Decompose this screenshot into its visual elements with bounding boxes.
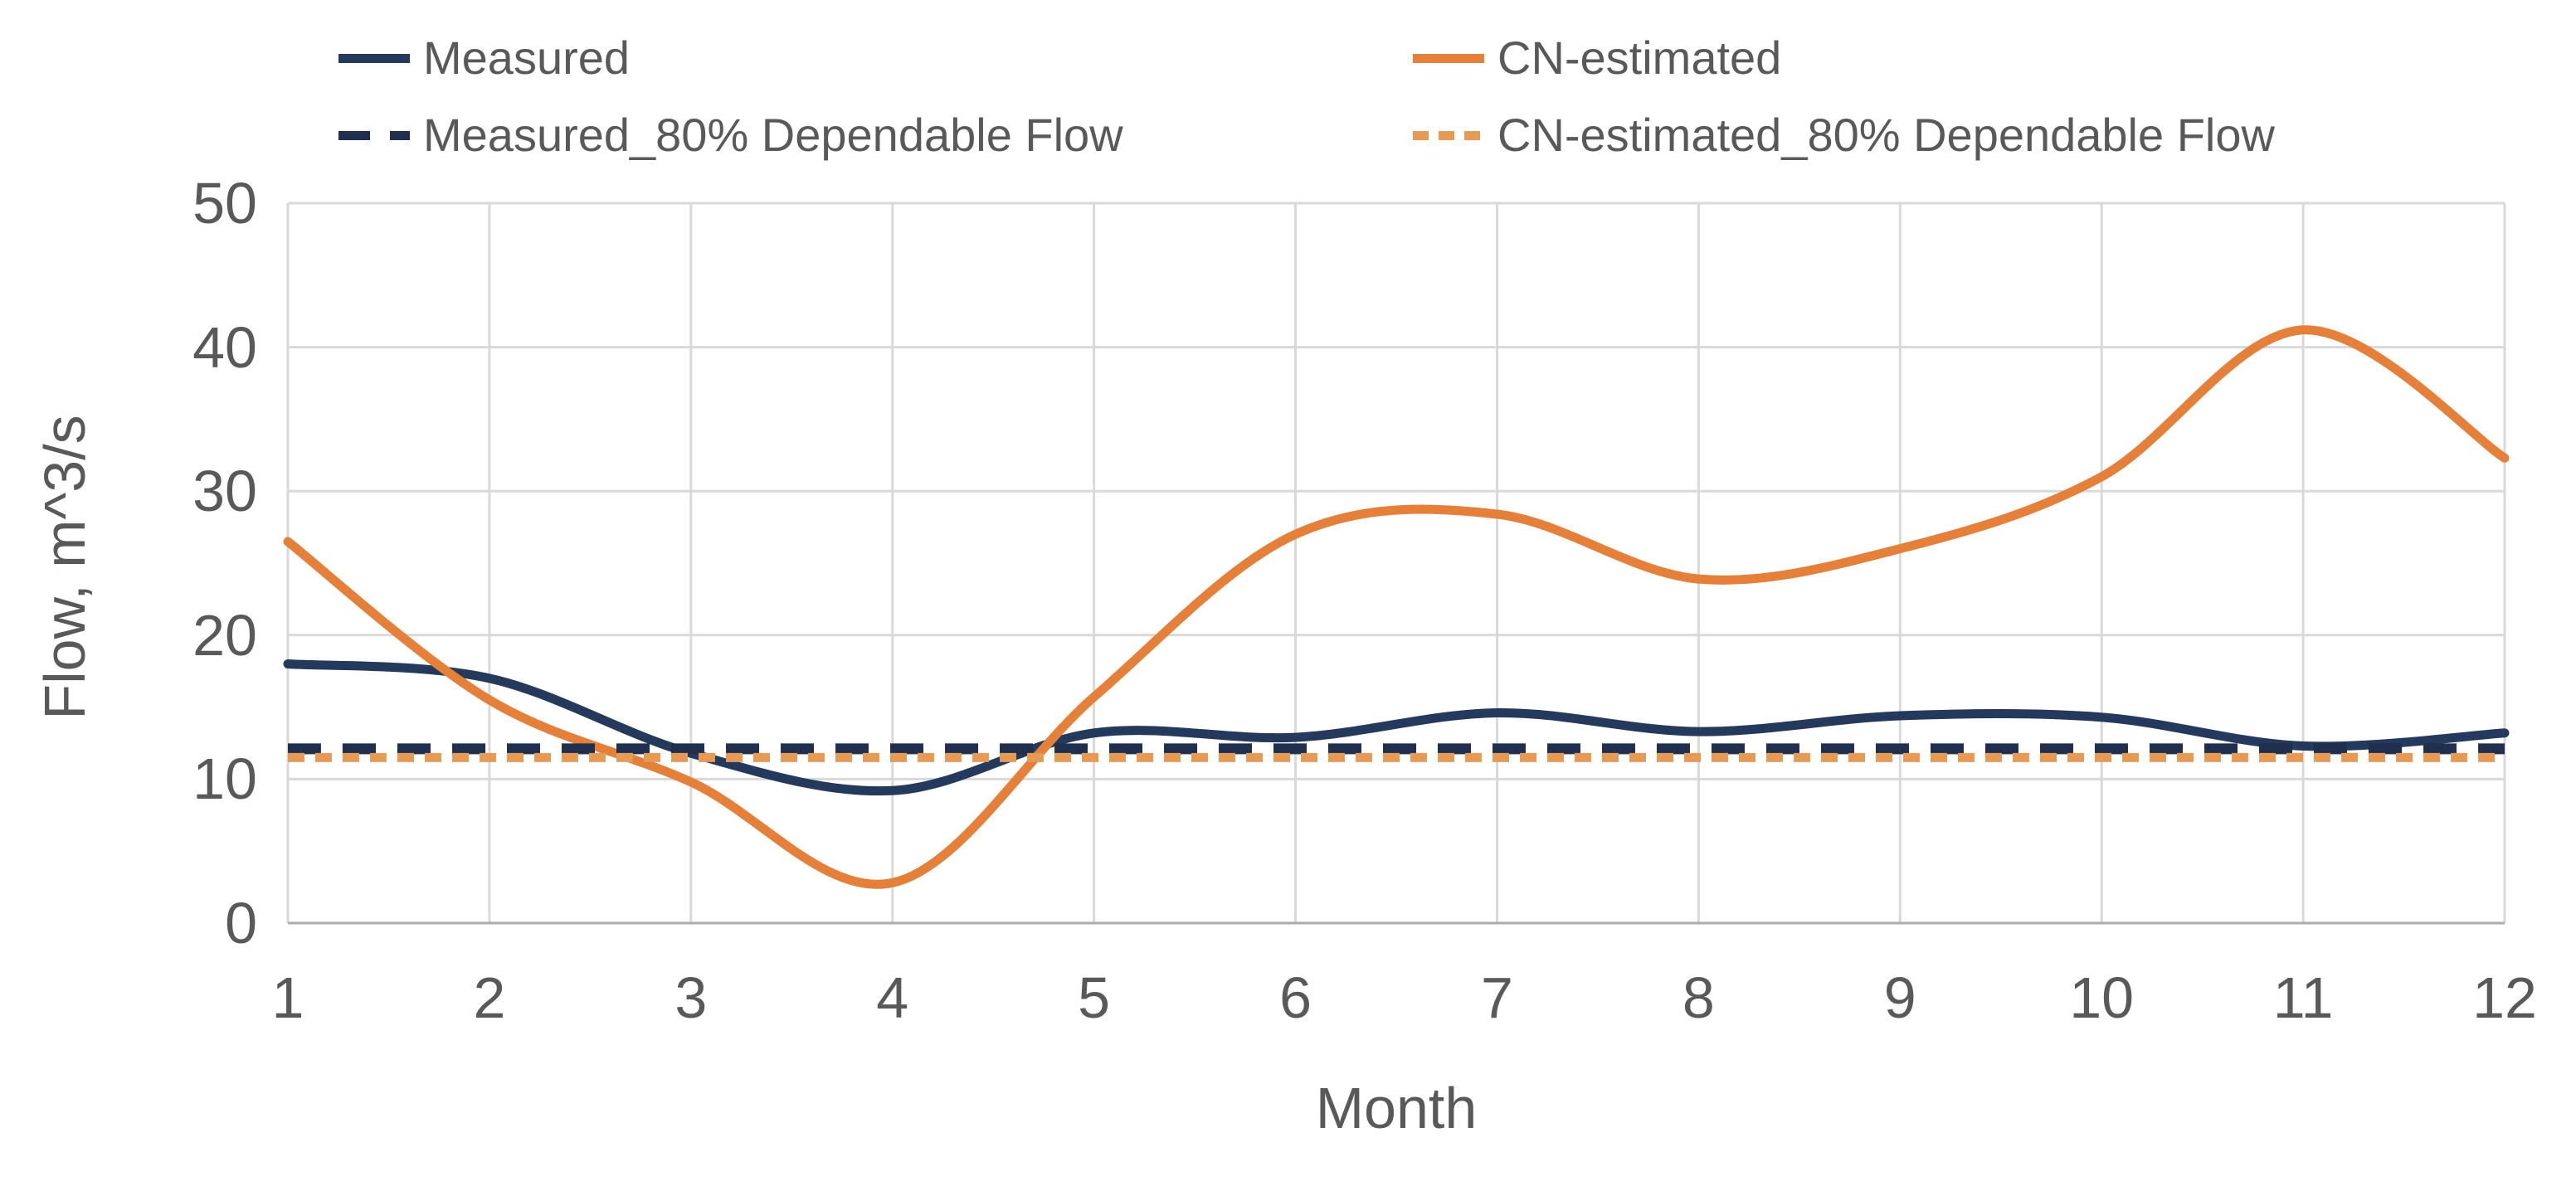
legend-item-measured-80pct[interactable]: Measured_80% Dependable Flow (338, 110, 1123, 160)
legend-label: Measured (423, 32, 631, 84)
x-tick-label: 6 (1279, 965, 1312, 1030)
y-tick-label: 10 (192, 746, 257, 812)
x-tick-label: 3 (674, 965, 708, 1030)
measured-80pct-dashed-swatch-icon (338, 130, 410, 140)
y-tick-label: 40 (192, 314, 257, 380)
x-tick-label: 12 (2472, 965, 2537, 1030)
legend-item-measured[interactable]: Measured (338, 33, 630, 83)
series-line-1[interactable] (283, 325, 2510, 889)
y-tick-label: 20 (192, 602, 257, 668)
legend-item-cn-estimated-80pct[interactable]: CN-estimated_80% Dependable Flow (1413, 110, 2275, 160)
legend-label: CN-estimated_80% Dependable Flow (1497, 109, 2275, 161)
cn-estimated-line-swatch-icon (1413, 53, 1484, 63)
x-tick-label: 10 (2069, 965, 2135, 1030)
x-axis-title: Month (1315, 1076, 1478, 1140)
y-tick-label: 0 (225, 891, 257, 955)
y-tick-label: 30 (192, 459, 257, 524)
x-tick-label: 11 (2272, 965, 2334, 1030)
x-tick-label: 7 (1480, 965, 1513, 1030)
x-tick-label: 1 (271, 965, 304, 1030)
legend-label: CN-estimated (1497, 32, 1782, 84)
y-tick-label: 50 (192, 171, 257, 236)
measured-line-swatch-icon (338, 53, 410, 63)
series-line-0[interactable] (283, 659, 2510, 796)
x-tick-label: 8 (1682, 965, 1715, 1030)
legend-label: Measured_80% Dependable Flow (423, 109, 1123, 161)
x-tick-label: 2 (473, 965, 506, 1030)
x-tick-label: 9 (1883, 965, 1916, 1030)
x-tick-label: 5 (1078, 965, 1111, 1030)
cn-estimated-80pct-dashed-swatch-icon (1413, 130, 1484, 140)
legend-item-cn-estimated[interactable]: CN-estimated (1413, 33, 1781, 83)
x-tick-label: 4 (876, 965, 909, 1030)
